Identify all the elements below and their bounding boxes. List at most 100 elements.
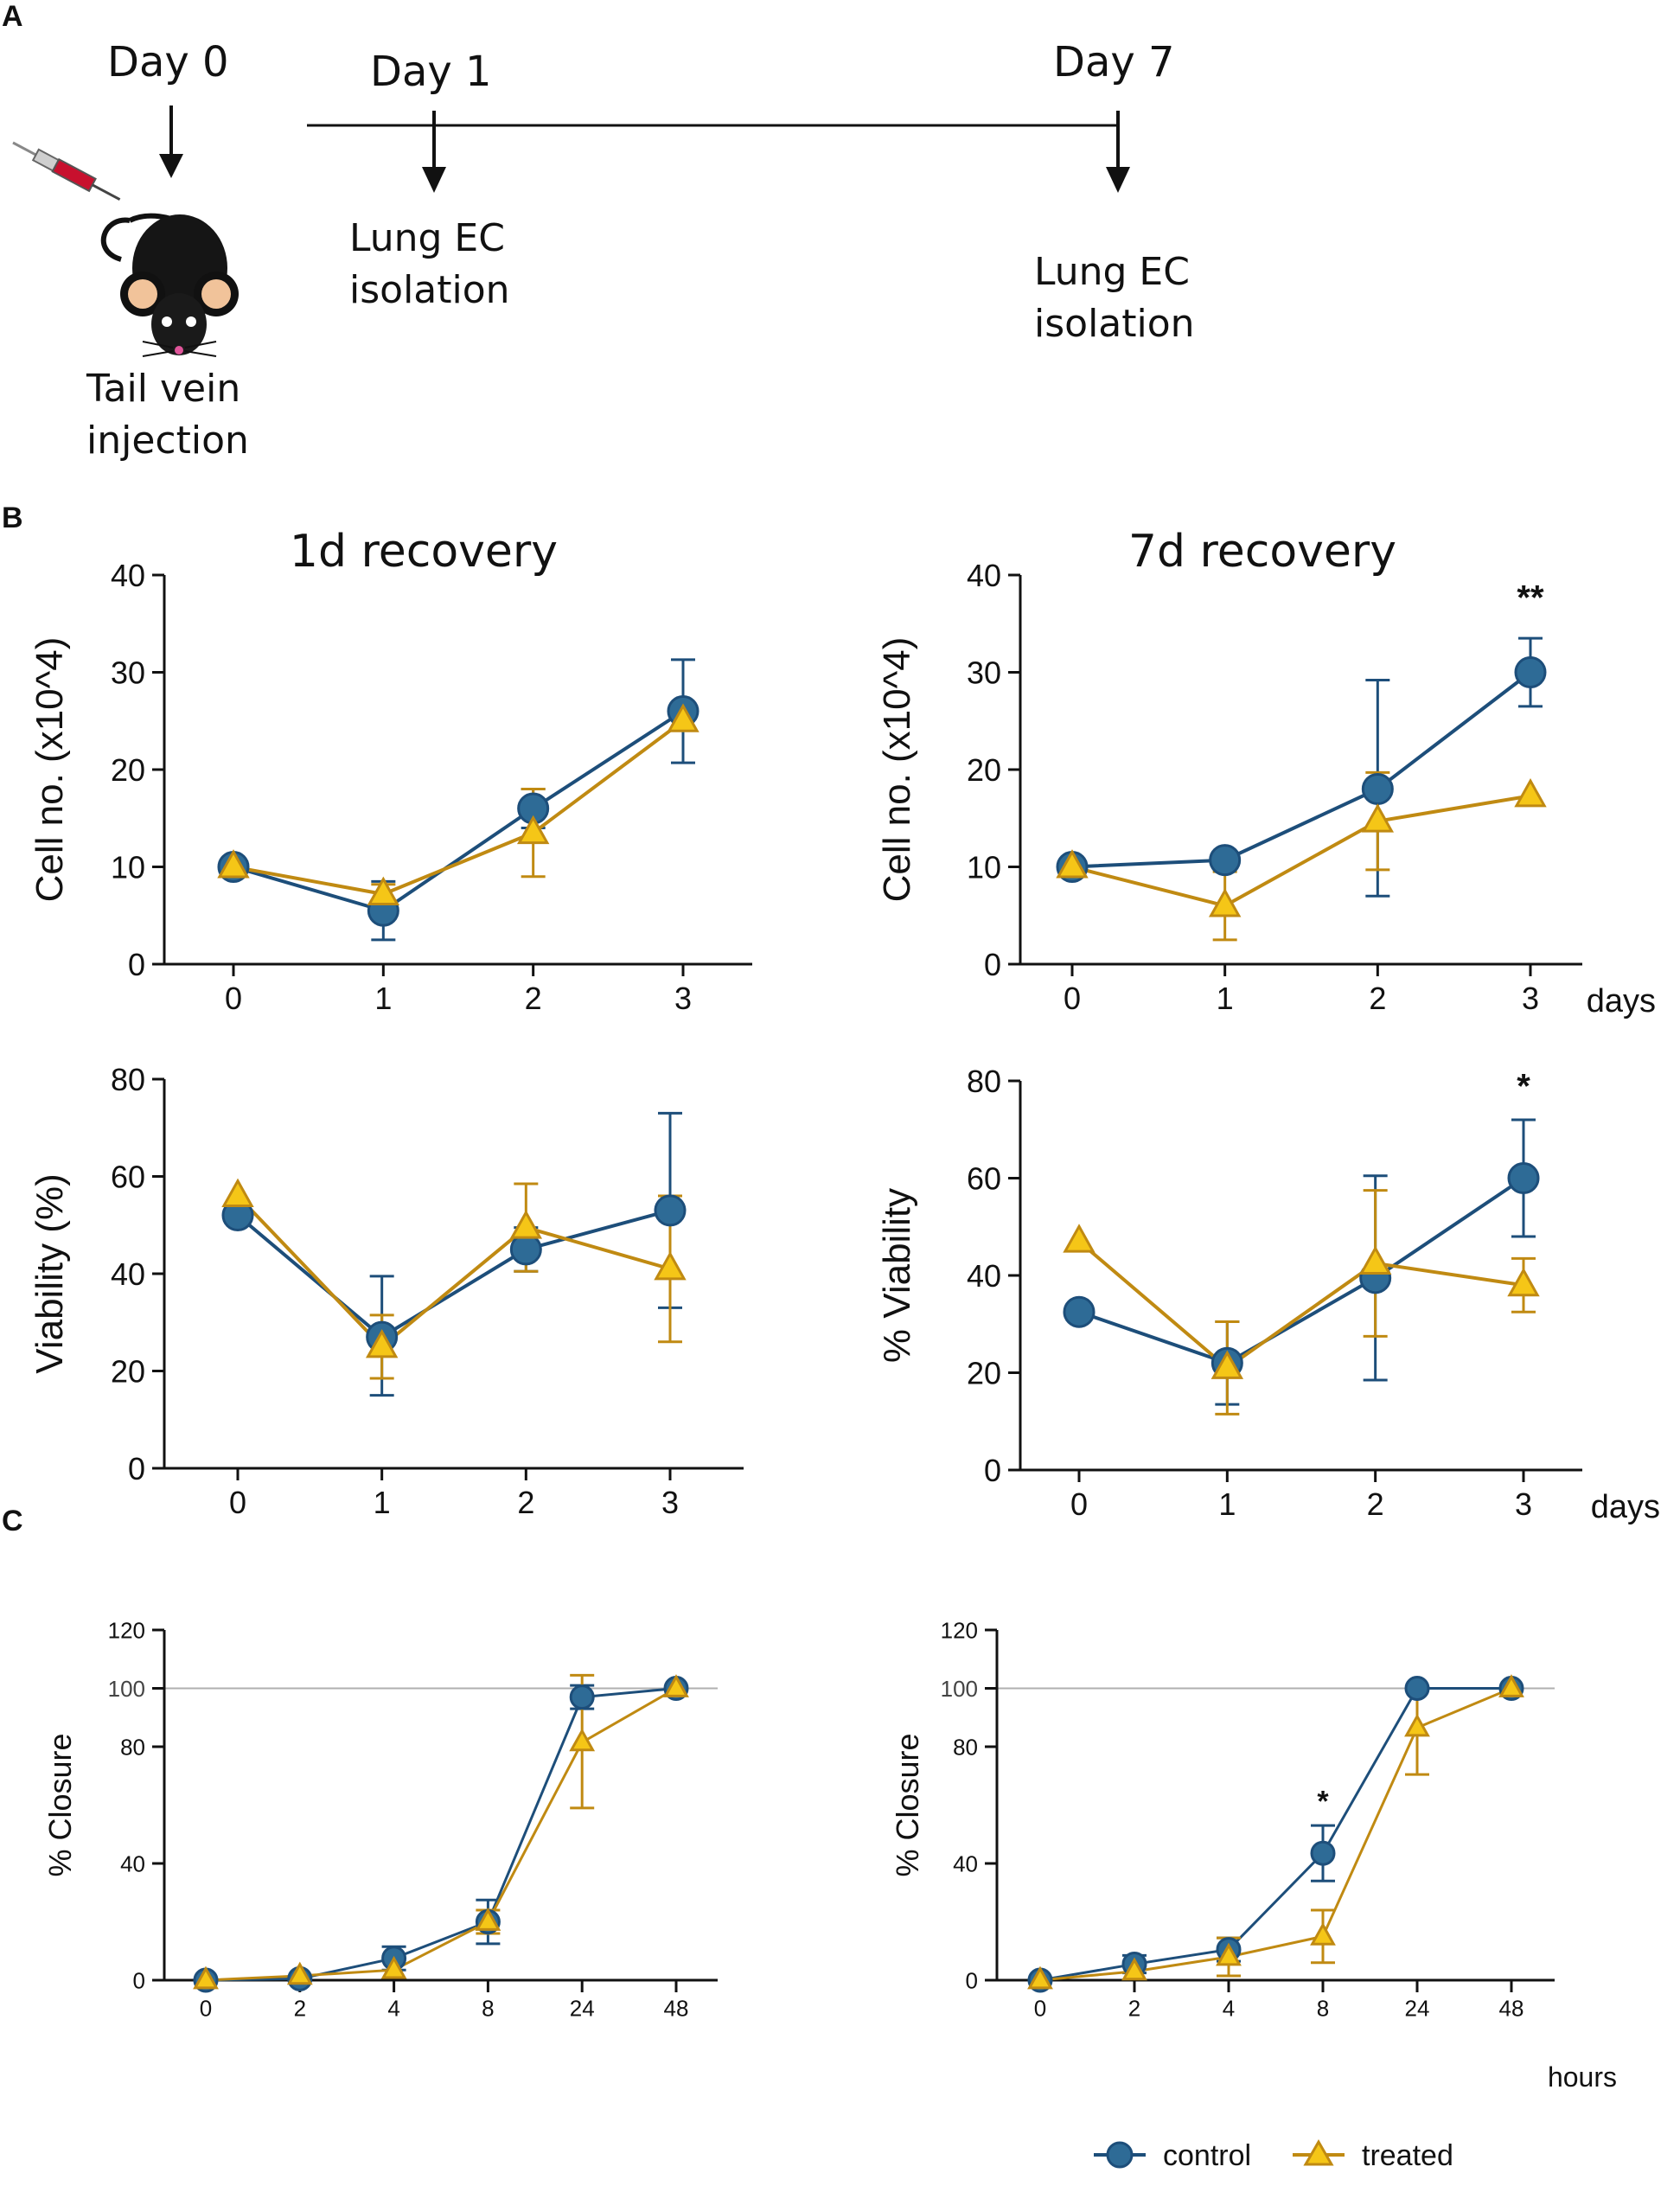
x-tick-label: 0 (225, 981, 242, 1016)
legend-control-label: control (1163, 2139, 1251, 2172)
series-line-control (236, 1208, 671, 1339)
y-tick-label: 80 (120, 1734, 145, 1760)
y-tick-label: 0 (128, 947, 145, 982)
data-point-treated (380, 1955, 407, 1979)
data-point-treated (1056, 849, 1089, 879)
x-tick-label: 3 (1515, 1486, 1532, 1522)
y-axis-label: Viability (%) (29, 1173, 71, 1373)
x-tick-label: 4 (1223, 1995, 1235, 2021)
isolation-day7-line1: Lung EC (1034, 250, 1190, 294)
data-point-treated (1507, 1267, 1540, 1297)
x-axis-label: days (1591, 1489, 1660, 1525)
series-treated (205, 1673, 677, 1982)
data-point-treated (516, 815, 550, 845)
data-point-treated (654, 1250, 687, 1281)
y-tick-label: 20 (111, 1353, 145, 1389)
mouse-icon (100, 213, 239, 357)
series-line-control (1078, 1176, 1525, 1365)
day1-arrow (422, 111, 446, 193)
series-line-control (233, 709, 685, 913)
x-tick-label: 1 (374, 981, 392, 1016)
data-point-control (1514, 656, 1547, 688)
data-point-treated (1121, 1957, 1147, 1981)
series-control (1039, 1687, 1511, 1982)
data-point-treated (1404, 1713, 1430, 1737)
x-axis-label: days (1587, 983, 1656, 1019)
data-point-control (569, 1684, 595, 1710)
x-axis-label: hours (1548, 2061, 1617, 2093)
x-tick-label: 0 (1064, 981, 1081, 1016)
data-point-treated (1514, 777, 1547, 808)
y-tick-label: 10 (111, 849, 145, 885)
isolation-day7-line2: isolation (1034, 302, 1195, 346)
y-tick-label: 40 (967, 1258, 1001, 1294)
data-point-treated (1358, 1245, 1392, 1275)
y-axis-label: Cell no. (x10^4) (876, 637, 918, 903)
data-point-control (1404, 1676, 1430, 1701)
y-axis-label: Cell no. (x10^4) (29, 637, 71, 903)
y-tick-label: 80 (953, 1734, 978, 1760)
panel-label-b: B (2, 502, 23, 534)
data-point-treated (667, 703, 699, 732)
series-treated (1077, 1189, 1536, 1416)
x-tick-label: 2 (1128, 1995, 1140, 2021)
y-tick-label: 80 (967, 1064, 1001, 1099)
y-tick-label: 0 (133, 1967, 145, 1993)
legend-control: control (1094, 2139, 1251, 2172)
y-tick-label: 20 (967, 752, 1001, 788)
data-point-control (1361, 773, 1394, 805)
data-point-treated (569, 1728, 596, 1752)
day7-arrow (1106, 111, 1130, 193)
y-tick-label: 0 (984, 947, 1001, 982)
data-point-control (1310, 1840, 1336, 1866)
y-tick-label: 30 (967, 655, 1001, 690)
series-treated (236, 1182, 682, 1380)
day1-label: Day 1 (370, 48, 492, 96)
chart-7d-recovery-viability: 0 20 40 60 80 0 1 2 3 days % Viability * (876, 1064, 1660, 1525)
data-point-treated (367, 876, 400, 906)
x-tick-label: 0 (1034, 1995, 1046, 2021)
y-tick-label: 20 (967, 1355, 1001, 1390)
y-axis-label: % Closure (890, 1733, 925, 1876)
data-point-treated (217, 849, 250, 879)
y-tick-label: 120 (108, 1617, 145, 1643)
series-line-treated (205, 1687, 677, 1982)
x-tick-label: 24 (570, 1995, 595, 2021)
series-line-treated (1077, 1240, 1524, 1371)
x-tick-label: 1 (374, 1485, 391, 1520)
data-point-treated (286, 1961, 313, 1985)
y-tick-label: 30 (111, 655, 145, 690)
isolation-day1-line1: Lung EC (349, 216, 505, 260)
series-treated (233, 719, 685, 905)
timeline-diagram (12, 105, 1130, 357)
data-point-control (1063, 1295, 1096, 1328)
y-tick-label: 60 (111, 1159, 145, 1194)
series-treated (1071, 770, 1531, 942)
y-tick-label: 40 (120, 1850, 145, 1876)
series-control (1071, 636, 1543, 898)
y-tick-label: 60 (967, 1160, 1001, 1196)
x-tick-label: 0 (200, 1995, 212, 2021)
injection-line2: injection (86, 419, 249, 463)
chart-title: 1d recovery (290, 526, 558, 578)
series-control (1078, 1118, 1536, 1406)
series-line-treated (1039, 1687, 1512, 1982)
data-point-treated (193, 1965, 219, 1990)
y-axis-label: % Closure (42, 1733, 78, 1876)
data-point-treated (663, 1674, 689, 1697)
legend-treated: treated (1293, 2138, 1453, 2172)
x-tick-label: 0 (229, 1485, 246, 1520)
data-point-control (1209, 844, 1242, 877)
y-tick-label: 80 (111, 1062, 145, 1097)
series-line-treated (1071, 794, 1531, 908)
y-tick-label: 100 (108, 1676, 145, 1702)
data-point-treated (1063, 1224, 1096, 1253)
series-treated (1039, 1685, 1512, 1982)
x-tick-label: 2 (1367, 1486, 1384, 1522)
data-point-control (654, 1194, 687, 1227)
series-control (233, 658, 695, 942)
x-tick-label: 1 (1218, 1486, 1236, 1522)
significance-marker: ** (1517, 578, 1544, 617)
